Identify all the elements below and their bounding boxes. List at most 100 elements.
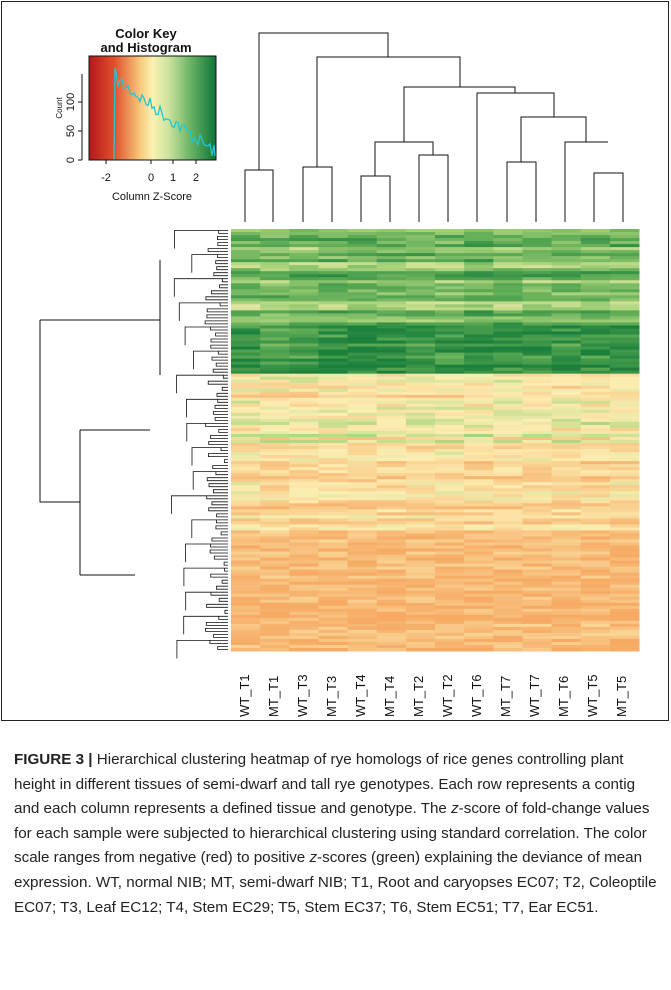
heatmap-cell [609,268,640,272]
heatmap-cell [522,614,553,619]
heatmap-cell [609,623,640,628]
heatmap-cell [435,325,465,329]
heatmap-cell [231,446,261,450]
heatmap-cell [493,340,523,345]
heatmap-cell [551,244,582,248]
heatmap-cell [231,593,261,598]
heatmap-cell [347,581,378,586]
heatmap-cell [580,512,611,516]
heatmap-cell [609,349,640,354]
heatmap-cell [551,440,582,444]
heatmap-cell [231,551,261,556]
heatmap-cell [347,247,378,251]
heatmap-cell [522,635,553,640]
heatmap-cell [580,596,611,601]
heatmap-cell [493,491,523,495]
heatmap-cell [522,641,553,646]
heatmap-cell [405,310,436,314]
heatmap-cell [376,313,407,317]
heatmap-cell [347,533,378,537]
heatmap-cell [347,617,378,622]
heatmap-cell [580,593,611,598]
heatmap-cell [260,536,290,540]
heatmap-cell [347,479,378,483]
heatmap-cell [580,400,611,405]
heatmap-cell [435,385,465,390]
heatmap-cell [376,611,407,616]
heatmap-cell [464,232,494,236]
heatmap-cell [493,485,523,489]
heatmap-cell [289,427,319,432]
heatmap-cell [405,433,436,438]
heatmap-cell [405,415,436,420]
heatmap-cell [289,343,319,348]
heatmap-cell [231,530,261,534]
heatmap-cell [318,506,349,510]
heatmap-cell [260,563,290,568]
column-label: MT_T4 [382,676,397,717]
heatmap-cell [522,554,553,559]
heatmap-cell [231,635,261,640]
heatmap-cell [405,388,436,393]
heatmap-cell [231,367,261,372]
heatmap-cell [435,557,465,562]
heatmap-cell [493,298,523,302]
column-labels: WT_T1 MT_T1 WT_T3 MT_T3 WT_T4 MT_T4 MT_T… [237,674,629,717]
heatmap-cell [493,397,523,402]
heatmap-cell [376,343,407,348]
heatmap-cell [609,521,640,525]
heatmap-cell [289,590,319,595]
heatmap-cell [551,340,582,345]
heatmap-cell [231,578,261,583]
caption-text-2: -score of fold-change values for each sa… [14,800,650,867]
heatmap-cell [580,238,611,242]
column-label: MT_T2 [411,676,426,717]
heatmap-cell [376,509,407,513]
heatmap-cell [347,367,378,372]
heatmap-cell [231,629,261,634]
heatmap-cell [609,563,640,568]
heatmap-cell [289,322,319,326]
heatmap-cell [347,497,378,501]
heatmap-cell [464,647,494,652]
heatmap-cell [435,494,465,498]
heatmap-cell [376,247,407,251]
heatmap-cell [522,334,553,339]
heatmap-cell [580,370,611,375]
heatmap-cell [493,247,523,251]
heatmap-cell [493,533,523,537]
heatmap-cell [318,524,349,528]
heatmap-cell [435,581,465,586]
heatmap-cell [347,316,378,320]
heatmap-cell [376,433,407,438]
heatmap-cell [580,355,611,360]
heatmap-cell [260,229,290,233]
heatmap-cell [551,599,582,604]
column-label: WT_T4 [353,674,368,717]
heatmap-cell [551,485,582,489]
heatmap-cell [609,611,640,616]
heatmap-cell [493,461,523,465]
heatmap-cell [493,632,523,637]
heatmap-cell [464,370,494,375]
heatmap-cell [231,382,261,387]
heatmap-cell [289,241,319,245]
heatmap-cell [609,509,640,513]
heatmap-cell [551,373,582,378]
heatmap-cell [347,376,378,381]
heatmap-cell [289,506,319,510]
heatmap-cell [580,241,611,245]
column-label: MT_T1 [266,676,281,717]
heatmap-cell [260,400,290,405]
heatmap-cell [318,295,349,299]
heatmap-cell [464,229,494,233]
heatmap-cell [435,443,465,447]
heatmap-cell [231,337,261,342]
column-label: WT_T3 [295,674,310,717]
heatmap-cell [609,244,640,248]
heatmap-cell [289,557,319,562]
heatmap-cell [464,509,494,513]
heatmap-cell [435,415,465,420]
heatmap-cell [231,328,261,332]
heatmap-cell [464,476,494,480]
